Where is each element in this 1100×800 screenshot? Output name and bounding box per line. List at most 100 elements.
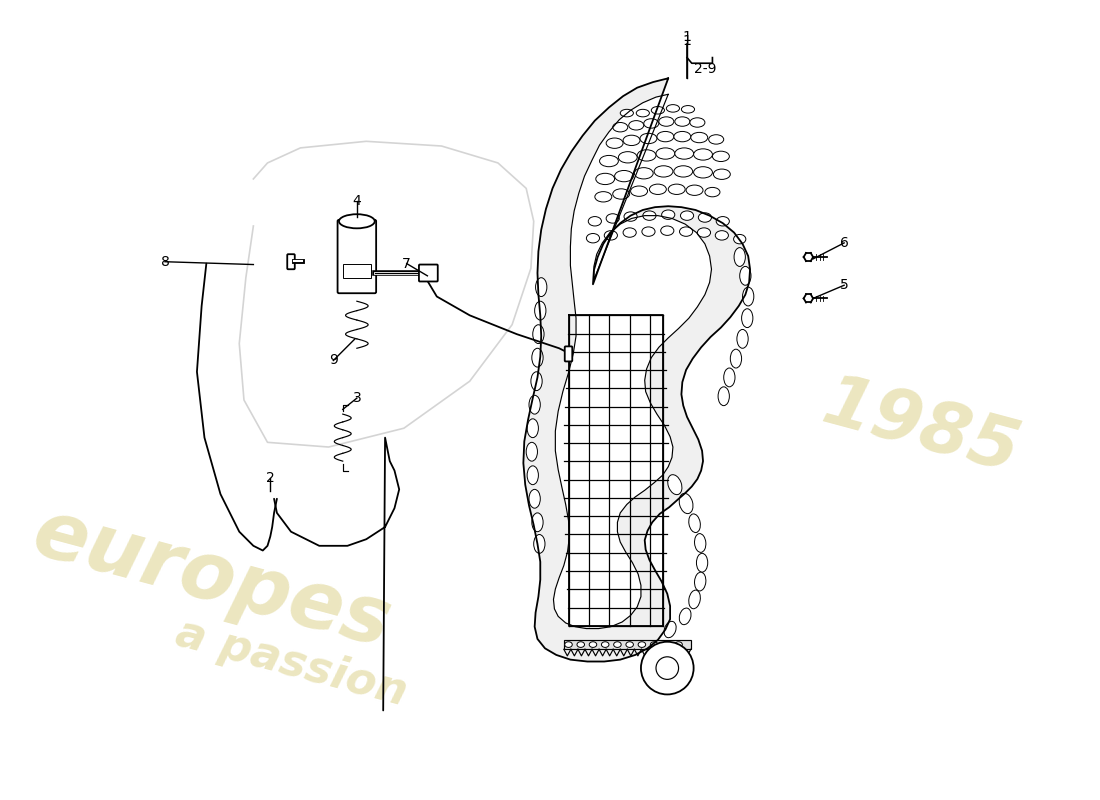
Ellipse shape (657, 131, 674, 142)
Ellipse shape (680, 227, 693, 236)
Ellipse shape (741, 309, 752, 327)
Ellipse shape (662, 642, 670, 647)
Ellipse shape (659, 117, 674, 126)
Ellipse shape (586, 234, 600, 243)
Ellipse shape (532, 325, 544, 343)
FancyBboxPatch shape (287, 254, 295, 270)
Text: 8: 8 (161, 254, 169, 269)
Ellipse shape (674, 166, 693, 177)
Ellipse shape (689, 590, 701, 609)
Ellipse shape (694, 166, 713, 178)
Ellipse shape (718, 387, 729, 406)
Ellipse shape (339, 214, 375, 228)
Bar (564, 640, 691, 650)
Ellipse shape (667, 105, 680, 112)
Ellipse shape (534, 534, 544, 554)
Ellipse shape (644, 118, 659, 128)
Ellipse shape (618, 152, 637, 163)
Ellipse shape (529, 395, 540, 414)
Text: 6: 6 (839, 236, 848, 250)
Ellipse shape (724, 368, 735, 387)
Ellipse shape (651, 106, 664, 114)
Ellipse shape (681, 106, 694, 113)
Ellipse shape (674, 642, 682, 647)
Ellipse shape (535, 302, 546, 320)
Ellipse shape (614, 642, 622, 647)
Ellipse shape (529, 490, 540, 508)
Ellipse shape (708, 134, 724, 144)
Ellipse shape (654, 166, 673, 177)
Ellipse shape (674, 131, 691, 142)
Ellipse shape (674, 117, 690, 126)
Bar (343, 263, 371, 278)
Ellipse shape (686, 185, 703, 195)
Ellipse shape (536, 278, 547, 297)
Ellipse shape (656, 148, 674, 159)
Ellipse shape (596, 174, 615, 185)
Ellipse shape (642, 227, 656, 236)
Ellipse shape (716, 217, 729, 226)
Ellipse shape (739, 266, 751, 286)
Ellipse shape (714, 169, 730, 179)
Ellipse shape (668, 474, 682, 494)
Ellipse shape (713, 151, 729, 162)
Ellipse shape (674, 148, 694, 159)
Polygon shape (553, 94, 712, 629)
Ellipse shape (531, 513, 543, 532)
Ellipse shape (590, 642, 596, 647)
Ellipse shape (600, 155, 618, 166)
Ellipse shape (742, 287, 754, 306)
Text: 4: 4 (352, 194, 361, 207)
Ellipse shape (623, 228, 636, 238)
Ellipse shape (681, 211, 694, 220)
FancyBboxPatch shape (338, 220, 376, 294)
Ellipse shape (637, 150, 656, 161)
Ellipse shape (661, 210, 674, 219)
Ellipse shape (642, 211, 656, 220)
Ellipse shape (737, 330, 748, 348)
Ellipse shape (626, 642, 634, 647)
Ellipse shape (649, 184, 667, 194)
Ellipse shape (564, 642, 572, 647)
Ellipse shape (588, 217, 602, 226)
Ellipse shape (604, 230, 617, 240)
Ellipse shape (615, 170, 634, 182)
Ellipse shape (691, 132, 707, 142)
Ellipse shape (636, 110, 649, 117)
Ellipse shape (606, 138, 623, 148)
Ellipse shape (705, 187, 720, 197)
Ellipse shape (694, 534, 706, 552)
Ellipse shape (697, 228, 711, 238)
Text: 1: 1 (683, 30, 692, 44)
Ellipse shape (613, 122, 628, 132)
Ellipse shape (635, 168, 653, 179)
Ellipse shape (650, 642, 658, 647)
Ellipse shape (664, 622, 676, 638)
Text: a passion: a passion (170, 612, 411, 715)
Ellipse shape (527, 419, 538, 438)
Text: 1985: 1985 (815, 369, 1027, 487)
Ellipse shape (730, 350, 741, 368)
Ellipse shape (640, 134, 657, 144)
Circle shape (656, 657, 679, 679)
Ellipse shape (578, 642, 584, 647)
Ellipse shape (613, 189, 629, 199)
FancyBboxPatch shape (564, 346, 572, 362)
Ellipse shape (661, 226, 674, 235)
Ellipse shape (606, 214, 619, 223)
Ellipse shape (595, 192, 612, 202)
Text: 3: 3 (352, 391, 361, 405)
Circle shape (641, 642, 694, 694)
Ellipse shape (638, 642, 646, 647)
Ellipse shape (531, 348, 543, 367)
Ellipse shape (734, 234, 746, 244)
Text: europes: europes (24, 494, 398, 664)
Ellipse shape (624, 212, 637, 222)
Ellipse shape (526, 442, 538, 461)
Ellipse shape (698, 213, 712, 222)
Ellipse shape (734, 248, 746, 266)
Ellipse shape (696, 554, 707, 572)
Ellipse shape (694, 572, 706, 591)
Text: 2: 2 (266, 471, 275, 485)
Ellipse shape (620, 110, 634, 117)
